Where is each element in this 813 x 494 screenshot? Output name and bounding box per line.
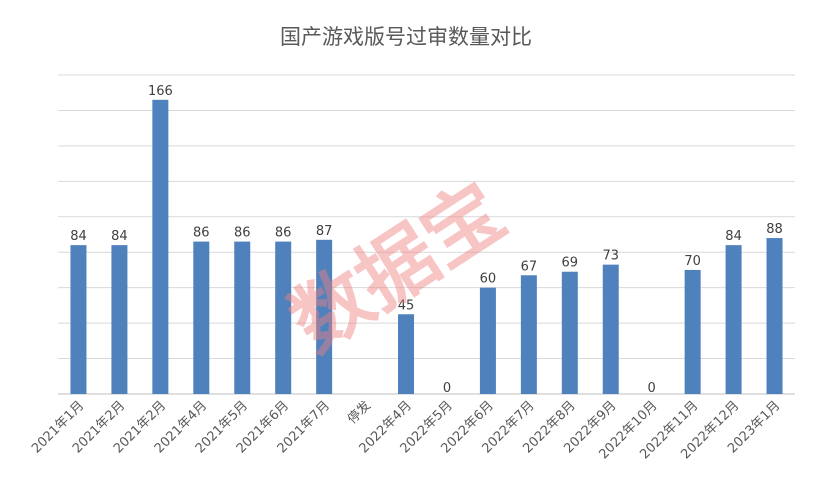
data-label: 73 — [602, 249, 619, 264]
bar — [152, 99, 169, 395]
data-label: 86 — [193, 226, 210, 241]
bar — [520, 275, 537, 394]
data-label: 86 — [234, 226, 251, 241]
bar — [70, 245, 87, 394]
x-tick-labels: 2021年1月2021年2月2021年2月2021年4月2021年5月2021年… — [29, 398, 783, 463]
data-label: 0 — [648, 381, 656, 396]
bar — [275, 241, 292, 394]
data-label: 70 — [684, 254, 701, 269]
data-labels: 84 84 166 86 86 86 87 45 0 60 67 69 73 0 70 84 88 — [70, 84, 783, 396]
bar — [684, 269, 701, 394]
bar — [316, 239, 333, 394]
data-label: 84 — [70, 229, 87, 244]
data-label: 88 — [766, 222, 783, 237]
chart-title: 国产游戏版号过审数量对比 — [280, 25, 532, 49]
bars — [70, 99, 783, 395]
data-label: 166 — [148, 84, 173, 99]
data-label: 84 — [725, 229, 742, 244]
data-label: 60 — [480, 272, 497, 287]
bar — [398, 314, 415, 394]
bar — [479, 287, 496, 394]
data-label: 87 — [316, 224, 333, 239]
gridlines — [58, 74, 795, 395]
bar — [234, 241, 251, 394]
bar — [766, 238, 783, 394]
x-tick-label: 停发 — [344, 398, 374, 428]
data-label: 0 — [443, 381, 451, 396]
data-label: 69 — [562, 256, 579, 271]
bar — [561, 271, 578, 394]
bar — [111, 245, 128, 394]
bar — [193, 241, 210, 394]
bar — [602, 264, 619, 394]
data-label: 86 — [275, 226, 292, 241]
data-label: 45 — [398, 298, 415, 313]
data-label: 84 — [111, 229, 128, 244]
bar — [725, 245, 742, 394]
data-label: 67 — [521, 259, 538, 274]
